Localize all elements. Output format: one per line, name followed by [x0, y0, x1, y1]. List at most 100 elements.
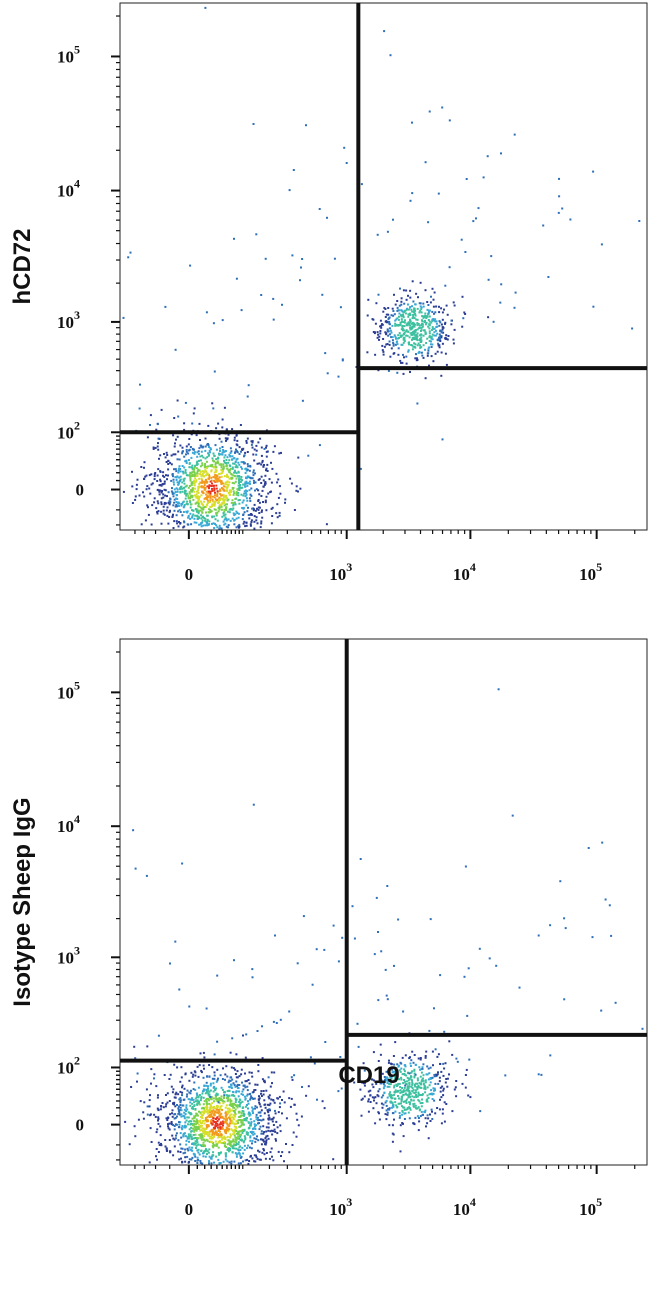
event-dot: [213, 1053, 216, 1056]
event-dot: [305, 1094, 308, 1097]
event-dot: [208, 1133, 211, 1135]
event-dot: [360, 1098, 363, 1101]
event-dot: [242, 1130, 245, 1132]
event-dot: [158, 490, 161, 493]
event-dot: [216, 480, 219, 483]
event-dot: [225, 506, 228, 509]
event-dot: [241, 507, 244, 509]
event-dot: [218, 1123, 221, 1126]
event-dot: [399, 335, 402, 338]
event-dot: [513, 306, 516, 309]
event-dot: [173, 1138, 176, 1141]
event-dot: [248, 469, 251, 472]
event-dot: [396, 300, 399, 302]
event-dot: [196, 508, 199, 511]
event-dot: [403, 1073, 406, 1075]
event-dot: [412, 1103, 415, 1106]
event-dot: [208, 1155, 211, 1158]
x-tick-label: 105: [579, 1195, 602, 1219]
event-dot: [193, 475, 196, 477]
event-dot: [236, 475, 239, 478]
event-dot: [224, 498, 227, 501]
event-dot: [411, 344, 414, 347]
event-dot: [188, 1140, 190, 1143]
event-dot: [208, 449, 211, 452]
event-dot: [426, 1094, 429, 1097]
event-dot: [193, 407, 196, 410]
event-dot: [233, 1125, 236, 1128]
x-tick-label: 103: [329, 1195, 352, 1219]
event-dot: [182, 1152, 185, 1155]
event-dot: [220, 494, 223, 497]
event-dot: [267, 1117, 270, 1120]
event-dot: [225, 1117, 228, 1120]
event-dot: [417, 323, 420, 325]
event-dot: [250, 1147, 253, 1150]
event-dot: [199, 470, 202, 473]
event-dot: [204, 457, 207, 460]
event-dot: [190, 1138, 193, 1141]
event-dot: [156, 512, 159, 515]
event-dot: [270, 522, 273, 525]
event-dot: [216, 1105, 219, 1108]
event-dot: [366, 314, 369, 317]
event-dot: [267, 1114, 270, 1117]
event-dot: [608, 904, 611, 907]
event-dot: [192, 1143, 195, 1146]
event-dot: [293, 1074, 296, 1077]
event-dot: [178, 458, 181, 461]
event-dot: [250, 521, 253, 523]
event-dot: [238, 1137, 241, 1140]
event-dot: [219, 1130, 221, 1133]
event-dot: [234, 1097, 237, 1100]
event-dot: [396, 1085, 398, 1087]
event-dot: [221, 494, 224, 497]
event-dot: [412, 300, 415, 303]
event-dot: [211, 1137, 214, 1140]
event-dot: [274, 1130, 277, 1133]
event-dot: [421, 354, 424, 357]
event-dot: [421, 1066, 424, 1069]
event-dot: [218, 437, 221, 440]
event-dot: [386, 343, 389, 345]
event-dot: [208, 494, 211, 497]
event-dot: [422, 1079, 425, 1082]
event-dot: [148, 1099, 151, 1102]
event-dot: [232, 1116, 235, 1119]
y-axis-label: hCD72: [9, 228, 36, 304]
event-dot: [288, 1010, 291, 1013]
event-dot: [557, 211, 560, 214]
event-dot: [165, 461, 168, 463]
event-dot: [402, 1010, 405, 1013]
event-dot: [418, 351, 421, 354]
event-dot: [234, 503, 237, 506]
event-dot: [240, 309, 243, 312]
event-dot: [407, 349, 410, 352]
event-dot: [261, 509, 263, 512]
event-dot: [203, 500, 206, 503]
event-dot: [212, 1119, 215, 1122]
event-dot: [228, 1161, 231, 1164]
event-dot: [272, 1159, 275, 1162]
event-dot: [431, 310, 434, 313]
event-dot: [185, 1119, 188, 1122]
event-dot: [232, 474, 235, 477]
event-dot: [165, 1147, 168, 1150]
event-dot: [211, 1115, 214, 1118]
event-dot: [419, 344, 421, 347]
event-dot: [245, 467, 248, 470]
event-dot: [400, 1098, 403, 1101]
event-dot: [238, 1105, 241, 1108]
event-dot: [230, 1160, 233, 1163]
event-dot: [252, 803, 255, 806]
event-dot: [299, 487, 302, 490]
event-dot: [175, 1134, 177, 1137]
event-dot: [400, 343, 403, 346]
event-dot: [288, 1151, 291, 1154]
event-dot: [240, 1121, 243, 1123]
event-dot: [395, 1090, 398, 1093]
event-dot: [204, 524, 207, 527]
event-dot: [218, 505, 221, 508]
event-dot: [392, 341, 395, 344]
event-dot: [398, 1102, 401, 1105]
